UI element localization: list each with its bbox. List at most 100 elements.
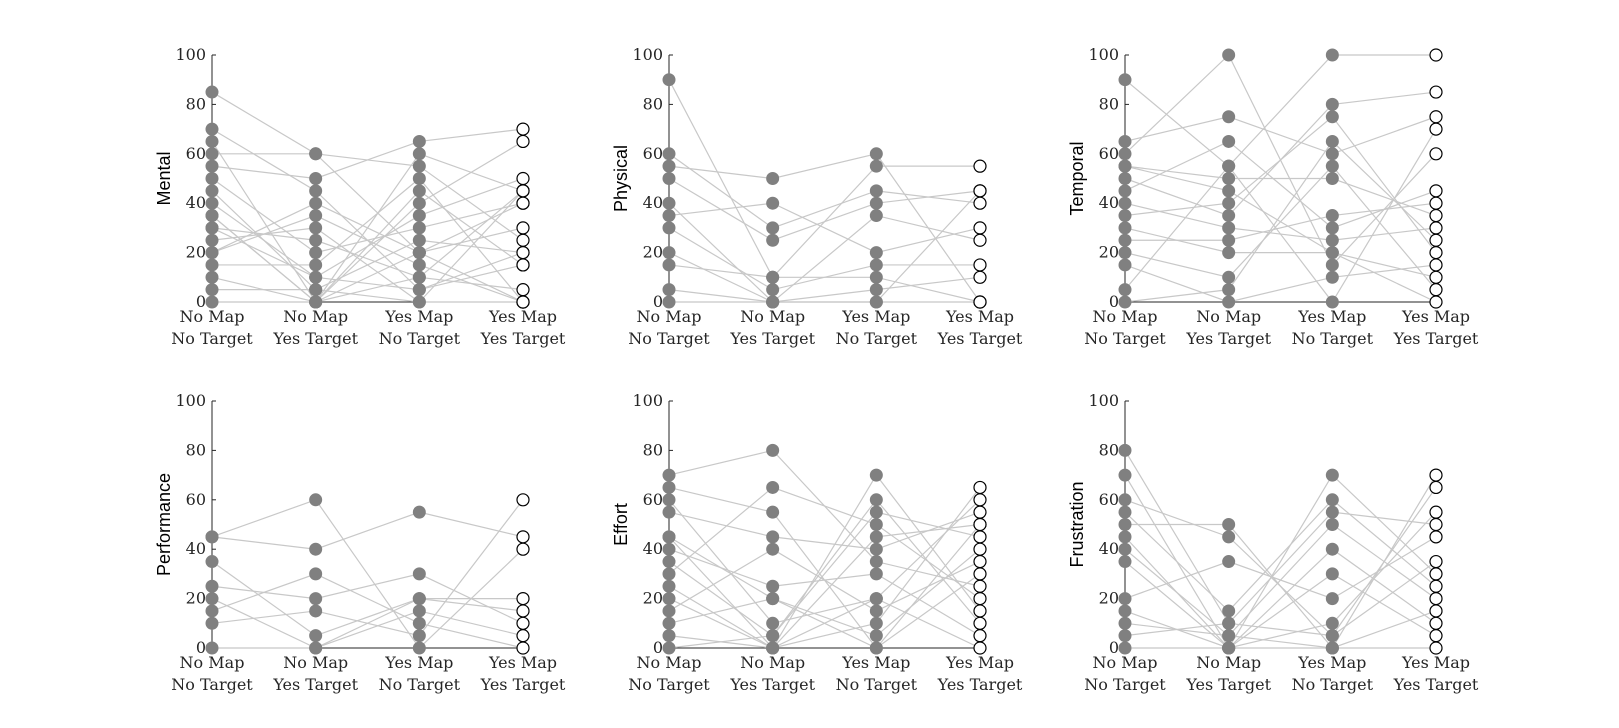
data-point — [309, 270, 323, 284]
data-point — [662, 567, 676, 581]
y-tick-label: 40 — [1099, 539, 1119, 558]
series-line-4 — [668, 202, 981, 303]
data-point-open — [973, 554, 987, 569]
y-tick-label: 20 — [186, 589, 206, 608]
data-point-open — [1429, 295, 1443, 309]
y-tick-label: 80 — [186, 440, 206, 459]
data-point — [1222, 184, 1236, 198]
y-axis-title: Frustration — [1067, 481, 1087, 567]
data-point — [412, 159, 426, 173]
data-point — [1325, 641, 1339, 655]
data-point — [662, 221, 676, 235]
data-point — [309, 604, 323, 618]
data-point — [869, 616, 883, 630]
data-point — [309, 258, 323, 272]
data-point — [1222, 283, 1236, 297]
data-point-open — [1429, 554, 1443, 569]
x-category-label: No Target — [1292, 329, 1374, 348]
data-point — [412, 134, 426, 148]
data-point — [1325, 134, 1339, 148]
y-tick-label: 100 — [175, 391, 206, 410]
data-point-open — [516, 542, 530, 556]
data-point — [205, 555, 219, 569]
x-category-label: No Target — [628, 329, 710, 348]
chart-panel-3: 0 20 40 60 80 100 Performance No Map No Target No… — [154, 391, 566, 694]
series-line-12 — [668, 498, 981, 649]
x-category-label: No Target — [379, 675, 461, 694]
x-category-label: No Target — [1292, 675, 1374, 694]
data-point — [1118, 468, 1132, 482]
y-tick-label: 60 — [1099, 490, 1119, 509]
x-category-label: No Map — [740, 307, 805, 326]
data-point — [412, 147, 426, 161]
data-point — [662, 555, 676, 569]
data-point — [205, 172, 219, 185]
data-point — [412, 258, 426, 272]
x-category-label: Yes Target — [729, 329, 815, 348]
data-point — [869, 258, 883, 272]
data-point — [205, 209, 219, 223]
series-line-12 — [1124, 128, 1437, 304]
y-tick-label: 80 — [186, 94, 206, 113]
data-point — [309, 283, 323, 297]
data-point — [1118, 258, 1132, 272]
x-category-label: Yes Map — [1297, 307, 1366, 326]
data-point — [309, 295, 323, 309]
x-category-label: No Map — [1196, 307, 1261, 326]
series-line-4 — [668, 474, 981, 649]
data-point-open — [1429, 629, 1443, 643]
data-point — [412, 233, 426, 247]
x-category-label: Yes Target — [1185, 329, 1271, 348]
data-point — [1118, 283, 1132, 297]
series-line-4 — [211, 598, 524, 649]
data-point — [662, 604, 676, 618]
series-line-10 — [668, 548, 981, 637]
data-point-open — [1429, 480, 1443, 495]
x-category-label: Yes Target — [480, 675, 566, 694]
series-lines — [211, 91, 524, 304]
data-point-open — [973, 196, 987, 210]
data-point — [766, 616, 780, 630]
data-point — [766, 480, 780, 494]
data-point-open — [1429, 270, 1443, 284]
series-line-8 — [1124, 536, 1437, 600]
data-point — [869, 295, 883, 309]
data-point — [1325, 629, 1339, 643]
data-point-open — [1429, 196, 1443, 210]
data-point-open — [516, 530, 530, 544]
data-point-open — [516, 184, 530, 198]
y-tick-label: 20 — [643, 243, 663, 262]
data-point — [412, 505, 426, 519]
data-point — [412, 221, 426, 235]
data-point-open — [1429, 591, 1443, 606]
series-line-15 — [212, 190, 524, 303]
series-line-17 — [211, 227, 524, 291]
data-point — [205, 270, 219, 284]
y-tick-label: 100 — [175, 45, 206, 64]
data-point — [1118, 209, 1132, 223]
data-point — [1325, 159, 1339, 173]
data-point — [766, 283, 780, 297]
data-point — [766, 295, 780, 309]
data-point — [309, 147, 323, 161]
x-category-label: Yes Target — [272, 675, 358, 694]
data-point — [766, 505, 780, 519]
x-category-label: Yes Map — [1401, 307, 1470, 326]
series-line-8 — [668, 264, 981, 303]
x-category-label: Yes Map — [384, 307, 453, 326]
data-point-open — [973, 517, 987, 532]
x-category-label: No Map — [283, 307, 348, 326]
y-tick-label: 60 — [643, 144, 663, 163]
x-category-label: Yes Map — [1297, 653, 1366, 672]
data-point-open — [973, 641, 987, 655]
x-category-label: No Target — [1084, 675, 1166, 694]
data-point — [662, 616, 676, 630]
x-category-label: No Target — [836, 329, 918, 348]
data-point-open — [1429, 567, 1443, 581]
data-point — [766, 579, 780, 593]
data-point — [1222, 518, 1236, 531]
data-point — [1118, 172, 1132, 185]
data-point — [869, 604, 883, 618]
y-tick-label: 60 — [186, 490, 206, 509]
